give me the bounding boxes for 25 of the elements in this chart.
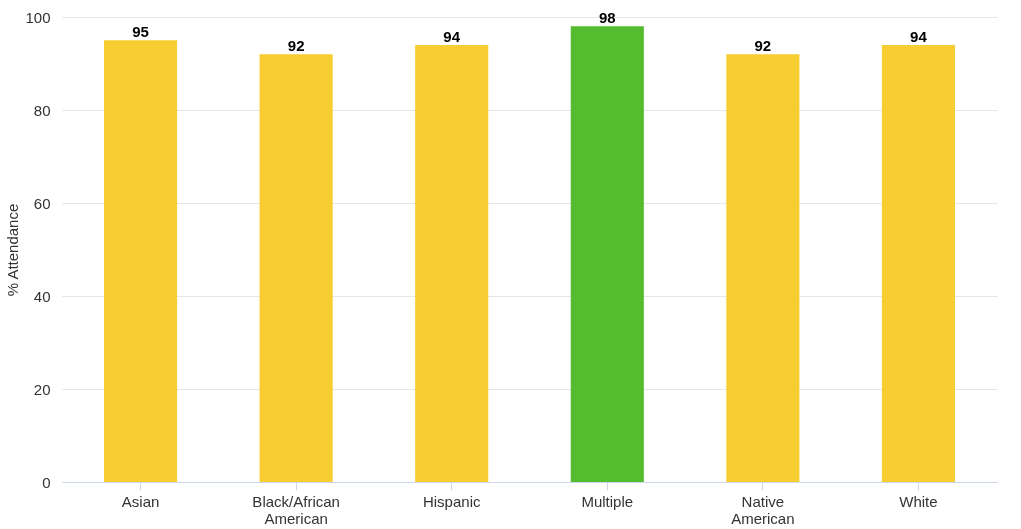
bar — [104, 40, 178, 482]
x-tick-label: Black/African American — [252, 492, 340, 527]
y-tick-label: 20 — [33, 380, 51, 398]
x-tick-label: Asian — [121, 492, 160, 510]
y-tick-label: 80 — [33, 101, 51, 119]
bar — [259, 54, 333, 482]
y-tick-label: 60 — [33, 194, 51, 212]
x-tick-label: Multiple — [581, 492, 634, 510]
x-tick-label: Hispanic — [422, 492, 481, 510]
data-label: 92 — [754, 37, 772, 55]
x-tick-label: Native American — [731, 492, 795, 527]
data-label: 95 — [132, 23, 149, 41]
y-tick-label: 100 — [25, 8, 51, 26]
data-label: 98 — [598, 9, 616, 27]
data-label: 92 — [287, 37, 305, 55]
y-tick-label: 0 — [42, 473, 51, 491]
data-label: 94 — [910, 27, 928, 45]
bar — [881, 44, 955, 482]
bar — [415, 44, 489, 482]
data-label: 94 — [443, 27, 461, 45]
y-tick-label: 40 — [33, 287, 51, 305]
x-tick-label: White — [899, 492, 938, 510]
bar — [726, 54, 800, 482]
bar — [570, 26, 644, 482]
y-axis-title: % Attendance — [4, 203, 22, 297]
